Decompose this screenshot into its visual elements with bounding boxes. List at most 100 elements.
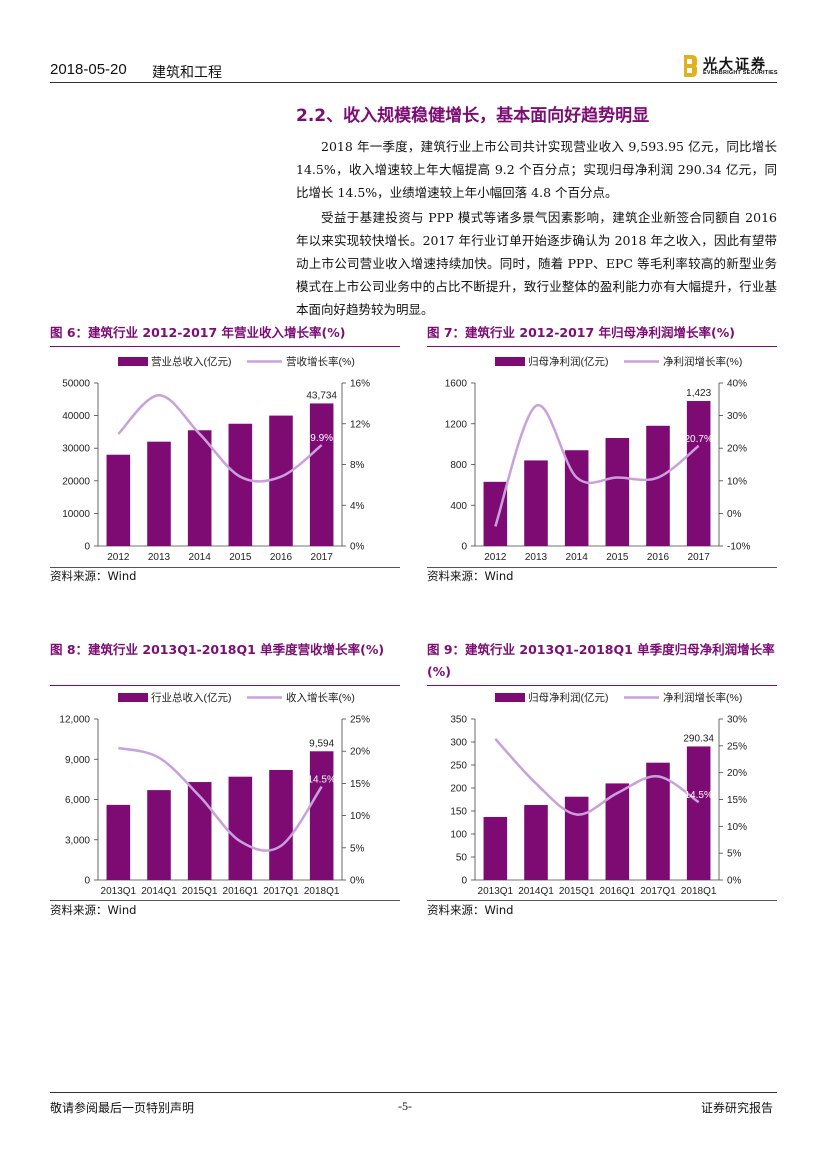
figure-6-chart: 营业总收入(亿元) 营收增长率(%) 0 10000 20000 30000 40000 50… (62, 355, 370, 563)
bar-2016 (269, 415, 293, 546)
x-tick-label: 2017Q1 (640, 886, 676, 897)
x-tick-label: 2014 (189, 552, 212, 563)
right-tick-label: 15% (727, 795, 747, 806)
x-tick-label: 2015 (606, 552, 629, 563)
line-data-label: 14.5% (684, 790, 712, 801)
left-tick-label: 12,000 (59, 715, 90, 726)
right-tick-label: 0% (727, 876, 742, 887)
bar-2013Q1 (483, 816, 508, 880)
left-tick-label: 250 (450, 761, 467, 772)
figure-6-source: 资料来源：Wind (50, 569, 137, 583)
bar-2017 (309, 403, 334, 546)
figure-8-bottom-rule (50, 900, 400, 901)
bar-2014 (564, 450, 589, 546)
x-tick-label: 2016 (270, 552, 293, 563)
line-data-label: 20.7% (684, 434, 712, 445)
footer-divider (50, 1092, 777, 1093)
figure-7-title: 图 7：建筑行业 2012-2017 年归母净利润增长率(%) (427, 325, 735, 340)
left-tick-label: 6,000 (65, 795, 90, 806)
x-tick-label: 2017 (311, 552, 334, 563)
bar-2014Q1 (147, 790, 171, 880)
left-tick-label: 40000 (62, 411, 90, 422)
x-tick-label: 2013Q1 (478, 886, 514, 897)
right-tick-label: 20% (727, 444, 747, 455)
left-tick-label: 1600 (445, 379, 468, 390)
right-tick-label: -10% (727, 542, 750, 553)
legend-line-label: 收入增长率(%) (286, 691, 355, 704)
header-divider (50, 82, 777, 83)
bar-2015 (605, 438, 630, 546)
left-tick-label: 0 (84, 876, 90, 887)
figure-6-title: 图 6：建筑行业 2012-2017 年营业收入增长率(%) (50, 325, 346, 340)
right-tick-label: 8% (350, 460, 365, 471)
x-tick-label: 2015Q1 (182, 886, 218, 897)
x-tick-label: 2016 (647, 552, 670, 563)
figure-8-chart: 行业总收入(亿元) 收入增长率(%) 0 3,000 6,000 9,000 12,000 0… (59, 691, 370, 897)
bar-2015Q1 (187, 782, 212, 880)
right-tick-label: 0% (350, 542, 365, 553)
right-tick-label: 12% (350, 419, 370, 430)
right-tick-label: 4% (350, 501, 365, 512)
legend-bar-label: 营业总收入(亿元) (151, 355, 232, 368)
right-tick-label: 25% (727, 741, 747, 752)
left-tick-label: 30000 (62, 444, 90, 455)
left-tick-label: 20000 (62, 476, 90, 487)
left-tick-label: 100 (450, 830, 467, 841)
left-tick-label: 50 (456, 853, 468, 864)
left-tick-label: 1200 (445, 419, 468, 430)
x-tick-label: 2018Q1 (304, 886, 340, 897)
right-tick-label: 16% (350, 379, 370, 390)
figure-9-title: 图 9：建筑行业 2013Q1-2018Q1 单季度归母净利润增长率(%) (427, 642, 775, 679)
x-tick-label: 2015 (229, 552, 252, 563)
right-tick-label: 5% (350, 843, 365, 854)
bar-2014Q1 (524, 805, 548, 880)
left-tick-label: 300 (450, 738, 467, 749)
legend-bar-swatch (495, 693, 525, 702)
figure-9-rule (427, 685, 777, 686)
line-data-label: 14.5% (307, 775, 335, 786)
growth-line (494, 738, 700, 816)
legend-bar-swatch (118, 357, 148, 366)
footer-report-type: 证券研究报告 (701, 1101, 774, 1115)
footer-disclaimer: 敬请参阅最后一页特别声明 (50, 1101, 195, 1115)
bar-2018Q1 (686, 746, 711, 880)
x-tick-label: 2013 (148, 552, 171, 563)
figure-8-rule (50, 685, 400, 686)
x-tick-label: 2012 (107, 552, 130, 563)
growth-line (494, 404, 700, 527)
legend-bar-label: 行业总收入(亿元) (151, 691, 232, 704)
bar-data-label: 1,423 (686, 388, 711, 399)
bar-2017Q1 (646, 762, 670, 880)
bar-2013 (524, 460, 548, 546)
bar-2016 (646, 425, 670, 546)
x-tick-label: 2016Q1 (600, 886, 636, 897)
bar-2018Q1 (309, 751, 334, 880)
legend-line-label: 净利润增长率(%) (663, 691, 742, 704)
x-tick-label: 2012 (484, 552, 507, 563)
left-tick-label: 350 (450, 715, 467, 726)
logo-icon (684, 55, 697, 77)
x-tick-label: 2014 (566, 552, 589, 563)
x-tick-label: 2013Q1 (101, 886, 137, 897)
growth-line (117, 393, 323, 483)
left-tick-label: 0 (84, 542, 90, 553)
x-tick-label: 2015Q1 (559, 886, 595, 897)
bar-2012 (483, 481, 508, 546)
x-tick-label: 2013 (525, 552, 548, 563)
logo-subtext: EVERBRIGHT SECURITIES (703, 70, 778, 76)
page-number: -5- (398, 1099, 412, 1113)
figure-9-source: 资料来源：Wind (427, 903, 514, 917)
bar-2016Q1 (605, 783, 630, 880)
right-tick-label: 30% (727, 715, 747, 726)
right-tick-label: 25% (350, 715, 370, 726)
bar-2014 (187, 430, 212, 546)
right-tick-label: 0% (350, 876, 365, 887)
left-tick-label: 400 (450, 501, 467, 512)
section-title: 2.2、收入规模稳健增长，基本面向好趋势明显 (296, 106, 650, 126)
legend-line-label: 营收增长率(%) (286, 355, 355, 368)
bar-data-label: 290.34 (683, 733, 714, 744)
right-tick-label: 0% (727, 509, 742, 520)
figure-7-bottom-rule (427, 567, 777, 568)
left-tick-label: 0 (461, 542, 467, 553)
legend-bar-label: 归母净利润(亿元) (528, 691, 609, 704)
